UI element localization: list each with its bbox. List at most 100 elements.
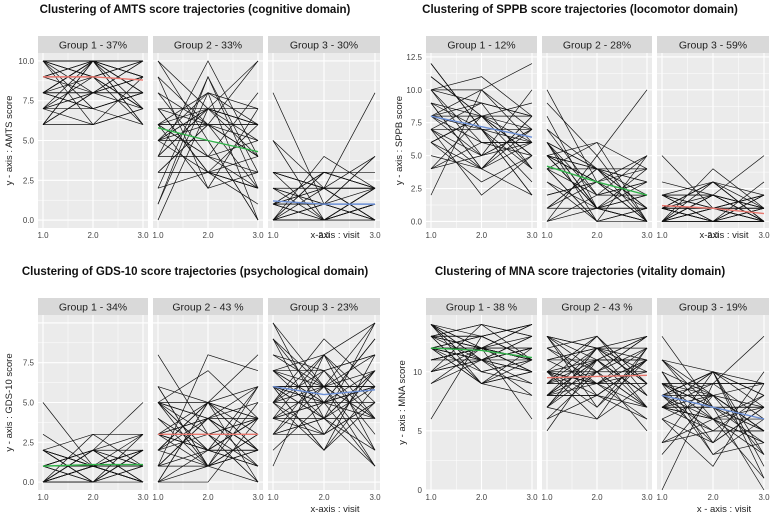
facet-strip-label: Group 1 - 12% — [447, 40, 515, 52]
facet-panel-1: Group 1 - 34% 1.0 2.0 3.0 — [37, 298, 149, 502]
trajectory-line — [430, 142, 533, 183]
x-tick-label: 2.0 — [87, 231, 99, 240]
x-tick-label: 1.0 — [656, 493, 668, 502]
y-tick-label: 7.5 — [23, 97, 35, 106]
facet-panel-3: Group 3 - 19% 1.0 2.0 3.0 — [656, 298, 770, 502]
facet-panel-1: Group 1 - 37% 1.0 2.0 3.0 — [37, 36, 149, 240]
trajectory-line — [157, 402, 259, 467]
x-tick-label: 2.0 — [318, 231, 330, 240]
trajectory-line — [661, 336, 765, 491]
facet-strip-label: Group 1 - 34% — [59, 302, 127, 314]
y-tick-label: 12.5 — [406, 53, 422, 62]
trajectory-line — [546, 395, 648, 420]
x-tick-label: 3.0 — [758, 493, 770, 502]
group-mean-line — [661, 204, 765, 215]
y-tick-label: 10.0 — [406, 86, 422, 95]
trajectories — [430, 324, 533, 420]
group-mean-line — [272, 385, 376, 396]
trajectory-line — [157, 354, 259, 483]
facet-strip — [268, 36, 380, 53]
y-tick-label: 2.5 — [23, 438, 35, 447]
trajectories — [272, 322, 376, 467]
y-tick-label: 10 — [413, 368, 422, 377]
y-tick-label: 2.5 — [23, 176, 35, 185]
trajectory-line — [43, 108, 144, 125]
trajectory-line — [272, 92, 376, 221]
x-tick-label: 3.0 — [758, 231, 770, 240]
x-tick-label: 2.0 — [707, 493, 719, 502]
trajectory-line — [430, 63, 533, 196]
x-tick-label: 3.0 — [369, 231, 381, 240]
chart-title: Clustering of GDS-10 score trajectories … — [22, 266, 369, 278]
x-tick-label: 2.0 — [87, 493, 99, 502]
facet-strip-label: Group 3 - 23% — [290, 302, 358, 314]
trajectories — [546, 89, 648, 222]
x-tick-label: 3.0 — [137, 231, 149, 240]
facet-strip — [38, 298, 148, 315]
group-mean-line — [157, 127, 259, 153]
x-tick-label: 1.0 — [267, 493, 279, 502]
y-tick-label: 7.5 — [23, 359, 35, 368]
chart-title: Clustering of AMTS score trajectories (c… — [40, 4, 351, 16]
y-axis-label: y - axis : MNA score — [397, 360, 408, 444]
x-tick-label: 3.0 — [641, 493, 653, 502]
trajectory-line — [272, 322, 376, 467]
x-tick-label: 1.0 — [267, 231, 279, 240]
facet-strip-label: Group 3 - 19% — [679, 302, 747, 314]
trajectory-line — [661, 394, 765, 455]
trajectory-line — [158, 418, 259, 483]
trajectory-line — [157, 354, 259, 467]
trajectory-line — [157, 386, 259, 467]
facet-strip — [542, 36, 652, 53]
x-tick-label: 1.0 — [656, 231, 668, 240]
y-tick-label: 5 — [418, 427, 423, 436]
trajectories — [430, 63, 533, 196]
x-tick-label: 1.0 — [152, 493, 164, 502]
trajectories — [546, 335, 648, 432]
y-tick-label: 10.0 — [18, 57, 34, 66]
group-mean-line — [430, 347, 533, 359]
x-axis-label: x-axis : visit — [310, 230, 359, 241]
x-tick-label: 1.0 — [425, 231, 437, 240]
facet-strip-label: Group 3 - 59% — [679, 40, 747, 52]
facet-panel-2: Group 2 - 43 % 1.0 2.0 3.0 — [541, 298, 653, 502]
x-tick-label: 1.0 — [37, 231, 49, 240]
chart-title: Clustering of SPPB score trajectories (l… — [422, 4, 738, 16]
trajectory-line — [546, 129, 647, 170]
chart-2: Clustering of SPPB score trajectories (l… — [394, 4, 770, 241]
x-tick-label: 3.0 — [137, 493, 149, 502]
facet-strip — [268, 298, 380, 315]
x-tick-label: 2.0 — [476, 493, 488, 502]
x-tick-label: 2.0 — [707, 231, 719, 240]
y-tick-label: 5.0 — [23, 137, 35, 146]
trajectory-line — [157, 92, 259, 157]
trajectory-line — [430, 63, 533, 196]
facet-strip — [542, 298, 652, 315]
x-tick-label: 3.0 — [526, 231, 538, 240]
x-tick-label: 2.0 — [202, 493, 214, 502]
trajectory-line — [546, 181, 648, 222]
x-tick-label: 1.0 — [37, 493, 49, 502]
y-tick-label: 0.0 — [411, 217, 423, 226]
trajectory-line — [546, 89, 648, 222]
group-mean-line — [430, 115, 533, 138]
trajectory-line — [546, 335, 648, 432]
x-tick-label: 1.0 — [152, 231, 164, 240]
trajectory-line — [158, 171, 259, 189]
facet-panel-2: Group 2 - 28% 1.0 2.0 3.0 — [541, 36, 653, 240]
trajectory-line — [430, 324, 533, 420]
x-tick-label: 2.0 — [476, 231, 488, 240]
trajectory-line — [272, 322, 376, 467]
chart-4: Clustering of MNA score trajectories (vi… — [397, 266, 770, 515]
group-mean-line — [272, 200, 375, 205]
trajectory-line — [157, 402, 258, 451]
group-mean-line — [546, 374, 648, 379]
chart-1: Clustering of AMTS score trajectories (c… — [4, 4, 381, 241]
group-mean-line — [546, 165, 648, 196]
x-tick-label: 3.0 — [252, 231, 264, 240]
trajectory-line — [157, 92, 259, 157]
facet-panel-1: Group 1 - 12% 1.0 2.0 3.0 — [425, 36, 538, 240]
facet-strip — [657, 298, 769, 315]
trajectories — [42, 402, 144, 483]
x-tick-label: 2.0 — [591, 493, 603, 502]
